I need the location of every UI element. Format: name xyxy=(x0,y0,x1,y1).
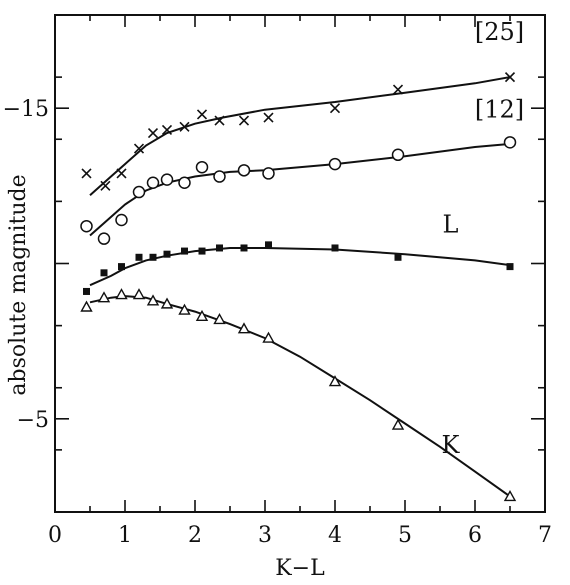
data-point-circle xyxy=(146,176,160,189)
data-point-square xyxy=(198,247,206,255)
data-point-cross xyxy=(161,124,173,135)
x-tick-label: 4 xyxy=(328,523,342,548)
x-tick-label: 1 xyxy=(118,523,132,548)
data-point-square xyxy=(394,253,402,261)
data-point-cross xyxy=(116,168,127,179)
data-point-circle xyxy=(115,213,128,227)
data-point-triangle xyxy=(146,294,160,306)
x-axis-label: K−L xyxy=(275,556,325,581)
plot-frame xyxy=(54,14,546,513)
data-points xyxy=(80,72,517,502)
data-point-cross xyxy=(238,115,250,126)
data-point-square xyxy=(163,250,171,258)
data-point-cross xyxy=(263,112,274,123)
data-point-circle xyxy=(503,136,517,149)
plot-border xyxy=(54,14,546,513)
x-tick-label: 7 xyxy=(538,523,552,548)
data-point-circle xyxy=(160,173,174,186)
data-point-square xyxy=(216,244,223,252)
data-point-triangle xyxy=(132,288,146,300)
data-point-triangle xyxy=(391,418,405,430)
y-axis-label: absolute magnitude xyxy=(6,174,31,395)
fit-curve xyxy=(89,142,511,237)
data-point-triangle xyxy=(97,291,111,303)
data-point-cross xyxy=(214,115,225,126)
data-point-square xyxy=(181,247,188,255)
labels: K−L absolute magnitude [25] [12] L K xyxy=(6,18,524,581)
data-point-circle xyxy=(97,232,111,245)
data-point-circle xyxy=(80,219,93,233)
x-tick-label: 6 xyxy=(468,523,482,548)
data-point-cross xyxy=(133,143,145,154)
series-label: [25] xyxy=(475,18,524,46)
data-point-cross xyxy=(196,109,208,120)
data-point-square xyxy=(240,244,248,252)
data-point-cross xyxy=(392,84,404,95)
data-point-triangle xyxy=(328,375,342,387)
data-point-square xyxy=(135,253,143,261)
series-label: L xyxy=(443,210,459,238)
data-point-square xyxy=(118,263,125,271)
data-point-triangle xyxy=(115,288,128,300)
data-point-circle xyxy=(213,170,226,183)
data-point-triangle xyxy=(503,490,517,502)
y-tick-label: −15 xyxy=(3,97,49,122)
data-point-square xyxy=(100,269,108,277)
data-point-cross xyxy=(179,121,190,132)
data-point-triangle xyxy=(237,322,251,334)
axis-ticks: 0 1 2 3 4 5 6 7 −15 −5 xyxy=(3,14,552,548)
data-point-cross xyxy=(329,103,341,114)
x-tick-label: 3 xyxy=(258,523,272,548)
data-point-square xyxy=(149,253,157,261)
data-point-triangle xyxy=(262,331,275,343)
data-point-triangle xyxy=(213,312,226,325)
data-point-square xyxy=(506,263,514,271)
x-tick-label: 5 xyxy=(398,523,412,548)
data-point-circle xyxy=(262,167,275,180)
data-point-circle xyxy=(132,185,146,199)
fit-curve xyxy=(89,247,511,287)
data-point-triangle xyxy=(178,303,191,315)
data-point-cross xyxy=(147,127,159,139)
fit-curve xyxy=(89,295,511,498)
y-tick-label: −5 xyxy=(17,408,49,433)
series-label: K xyxy=(442,431,461,459)
data-point-triangle xyxy=(195,309,209,322)
data-point-triangle xyxy=(160,297,174,309)
data-point-circle xyxy=(391,148,405,162)
data-point-square xyxy=(331,244,339,252)
data-point-square xyxy=(83,287,90,295)
data-point-circle xyxy=(237,164,251,177)
x-tick-label: 0 xyxy=(48,523,62,548)
x-tick-label: 2 xyxy=(188,523,202,548)
data-point-cross xyxy=(504,72,516,83)
data-point-circle xyxy=(178,176,191,189)
data-point-cross xyxy=(100,180,111,191)
fit-curve xyxy=(89,76,511,196)
data-point-circle xyxy=(328,157,342,171)
data-point-triangle xyxy=(80,300,93,312)
data-point-square xyxy=(265,241,272,249)
data-point-circle xyxy=(195,160,209,174)
data-point-cross xyxy=(81,168,92,179)
series-label: [12] xyxy=(475,96,524,124)
